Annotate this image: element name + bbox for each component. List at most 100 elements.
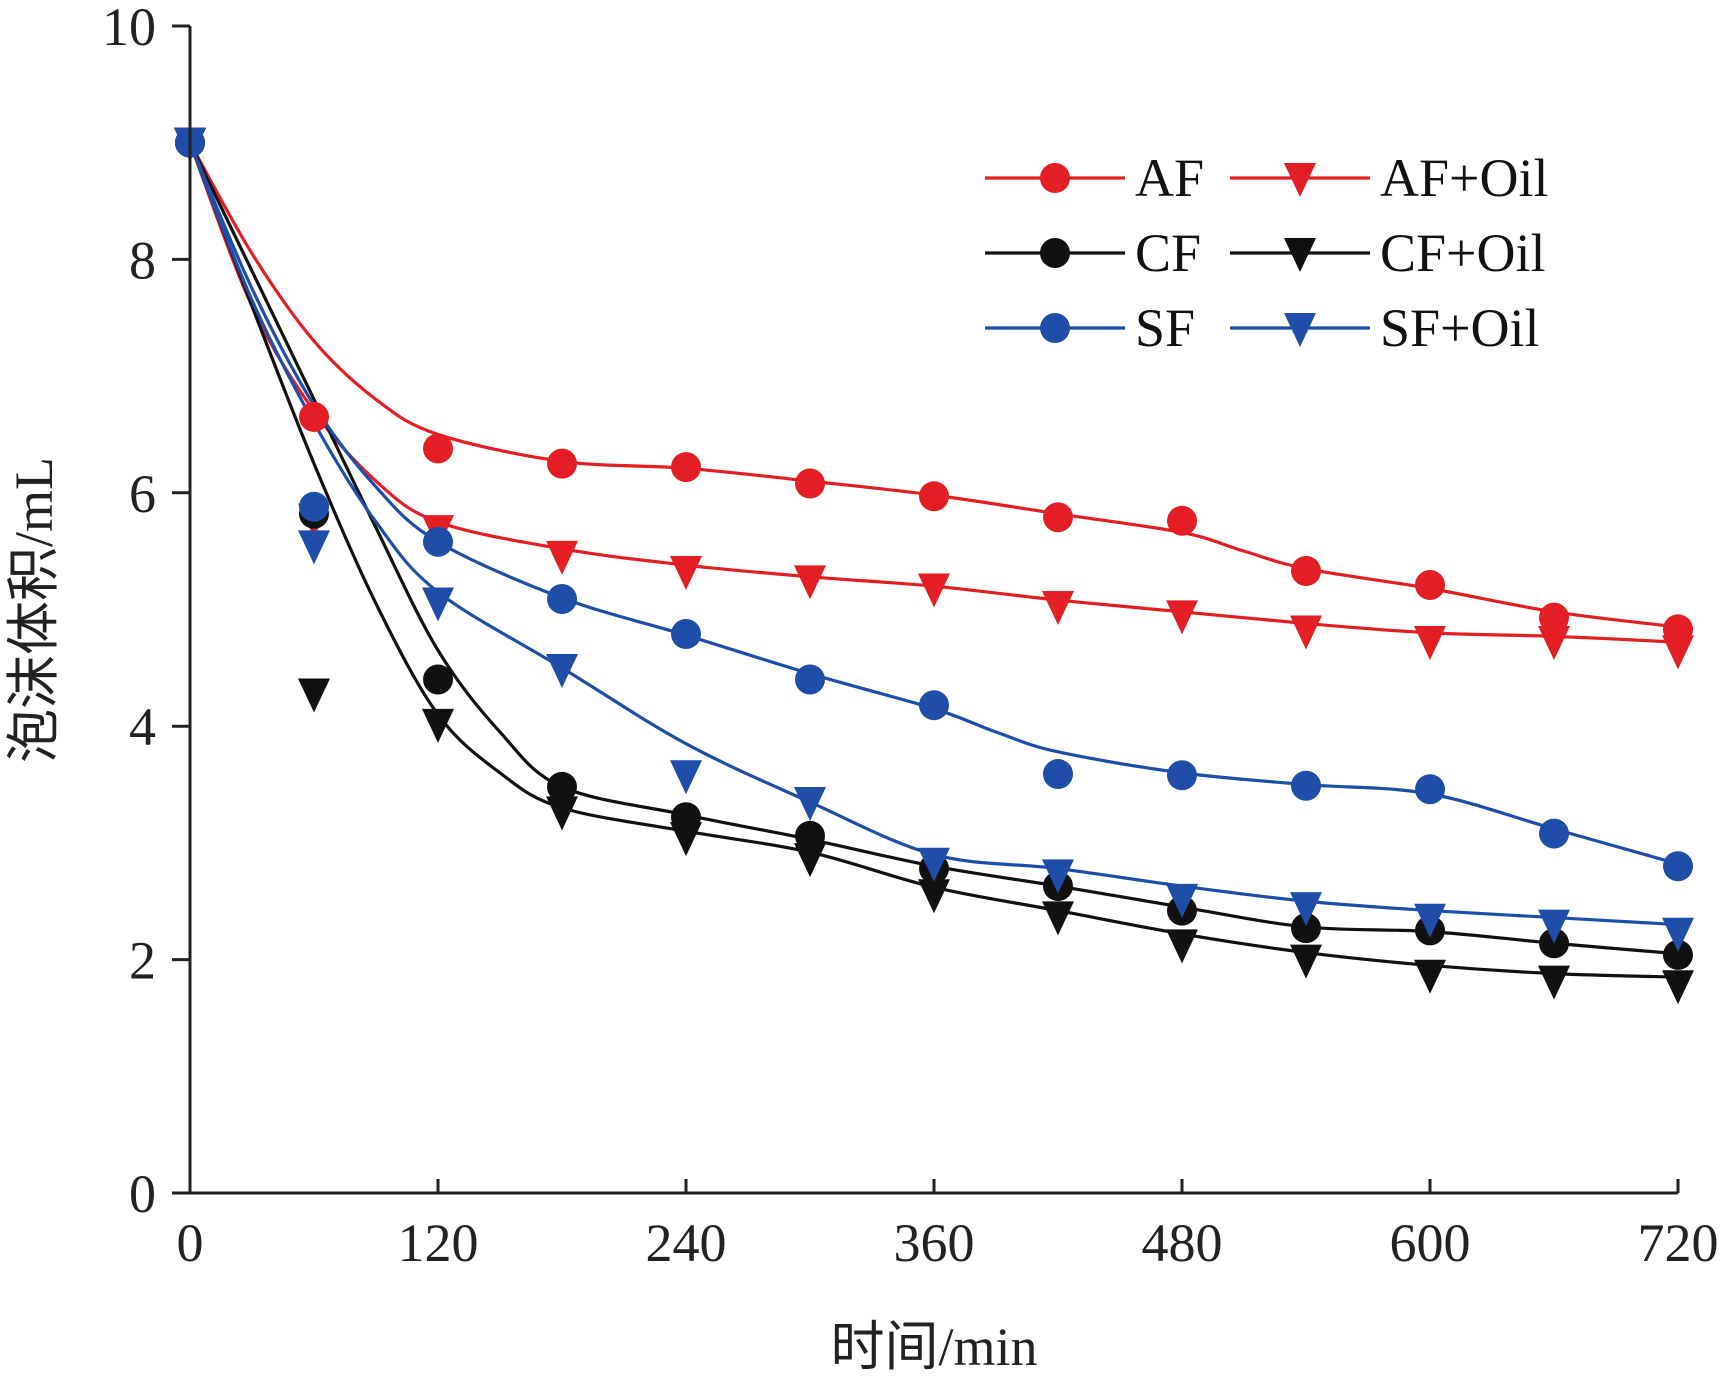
data-point-cf-plus-oil xyxy=(1414,959,1446,994)
legend-label: SF+Oil xyxy=(1380,298,1540,358)
y-tick-label: 0 xyxy=(129,1164,156,1224)
fit-curve-af xyxy=(188,141,1680,629)
data-point-sf xyxy=(299,491,329,522)
x-tick-label: 480 xyxy=(1142,1213,1223,1273)
data-point-af xyxy=(299,401,329,432)
data-point-af xyxy=(1291,555,1321,586)
data-point-sf xyxy=(1291,770,1321,801)
x-axis-title: 时间/min xyxy=(830,1317,1037,1377)
data-point-af xyxy=(1415,569,1445,600)
data-point-sf xyxy=(1043,759,1073,790)
data-point-cf xyxy=(1663,939,1693,970)
x-tick-label: 120 xyxy=(398,1213,479,1273)
legend-entry-sf-plus-oil: SF+Oil xyxy=(1230,298,1540,358)
data-point-af-plus-oil xyxy=(1042,590,1074,625)
y-tick-label: 6 xyxy=(129,464,156,524)
data-point-sf xyxy=(1539,818,1569,849)
data-point-af xyxy=(671,452,701,483)
data-point-sf-plus-oil xyxy=(1414,903,1446,938)
data-point-sf-plus-oil xyxy=(918,847,950,882)
legend-marker xyxy=(1284,313,1316,347)
data-point-af-plus-oil xyxy=(918,573,950,608)
data-point-sf-plus-oil xyxy=(1290,892,1322,927)
data-point-cf-plus-oil xyxy=(670,822,702,857)
data-point-cf-plus-oil xyxy=(794,843,826,878)
x-tick-label: 720 xyxy=(1638,1213,1719,1273)
fit-curve-cf-plus-oil xyxy=(188,141,1680,979)
data-point-sf xyxy=(795,664,825,695)
plot-area: 0 120 240 360 480 600 720 0 2 4 6 8 10 xyxy=(102,0,1719,1273)
y-tick-label: 2 xyxy=(129,931,156,991)
data-point-cf-plus-oil xyxy=(546,796,578,831)
data-point-sf-plus-oil xyxy=(1042,859,1074,894)
data-point-af xyxy=(1539,602,1569,633)
data-point-af xyxy=(1043,502,1073,533)
legend-entry-cf-plus-oil: CF+Oil xyxy=(1230,223,1546,283)
data-point-sf-plus-oil xyxy=(794,787,826,822)
legend-label: CF xyxy=(1135,223,1201,283)
legend-marker xyxy=(1284,163,1316,197)
data-point-sf xyxy=(1167,760,1197,791)
data-point-sf-plus-oil xyxy=(1166,883,1198,918)
legend-entry-af-plus-oil: AF+Oil xyxy=(1230,148,1549,208)
legend-entry-cf: CF xyxy=(985,223,1201,283)
data-point-cf-plus-oil xyxy=(422,708,454,743)
data-point-sf xyxy=(423,526,453,557)
y-tick-label: 10 xyxy=(102,0,156,57)
data-point-sf-plus-oil xyxy=(546,654,578,689)
data-point-sf xyxy=(1415,774,1445,805)
data-point-af-plus-oil xyxy=(1166,600,1198,635)
data-point-af-plus-oil xyxy=(1538,626,1570,661)
data-point-sf xyxy=(547,583,577,614)
data-point-cf-plus-oil xyxy=(1538,965,1570,1000)
data-point-cf-plus-oil xyxy=(298,678,330,713)
data-point-sf xyxy=(1663,851,1693,882)
data-point-af xyxy=(795,468,825,499)
legend-entry-sf: SF xyxy=(985,298,1195,358)
x-tick-label: 360 xyxy=(894,1213,975,1273)
data-point-sf-plus-oil xyxy=(298,530,330,565)
data-point-cf-plus-oil xyxy=(1662,970,1694,1005)
data-point-af xyxy=(919,481,949,512)
x-tick-label: 0 xyxy=(177,1213,204,1273)
legend-label: CF+Oil xyxy=(1380,223,1546,283)
data-point-af-plus-oil xyxy=(670,555,702,590)
data-point-cf-plus-oil xyxy=(1290,944,1322,979)
data-point-cf-plus-oil xyxy=(918,879,950,914)
legend-entry-af: AF xyxy=(985,148,1204,208)
data-point-af xyxy=(1167,505,1197,536)
x-tick-label: 600 xyxy=(1390,1213,1471,1273)
data-point-sf-plus-oil xyxy=(1538,909,1570,944)
legend-label: AF+Oil xyxy=(1380,148,1549,208)
data-point-cf xyxy=(547,771,577,802)
data-point-sf xyxy=(919,690,949,721)
y-tick-label: 4 xyxy=(129,697,156,757)
data-point-af-plus-oil xyxy=(1414,626,1446,661)
data-point-cf-plus-oil xyxy=(1042,901,1074,936)
data-point-cf xyxy=(1291,913,1321,944)
fit-curve-cf xyxy=(188,141,1680,956)
legend-label: SF xyxy=(1135,298,1195,358)
data-point-af-plus-oil xyxy=(1290,615,1322,650)
data-point-sf-plus-oil xyxy=(1662,917,1694,952)
fit-curve-af-plus-oil xyxy=(188,141,1680,644)
data-point-af xyxy=(423,433,453,464)
y-axis-title: 泡沫体积/mL xyxy=(4,457,64,763)
data-point-cf-plus-oil xyxy=(1166,929,1198,964)
data-point-af xyxy=(547,448,577,479)
data-point-cf xyxy=(423,664,453,695)
data-point-af-plus-oil xyxy=(1662,635,1694,670)
x-tick-label: 240 xyxy=(646,1213,727,1273)
ticks: 0 120 240 360 480 600 720 0 2 4 6 8 10 xyxy=(102,0,1719,1273)
legend-label: AF xyxy=(1135,148,1204,208)
legend-marker xyxy=(1040,163,1070,193)
legend-marker xyxy=(1040,238,1070,268)
legend-marker xyxy=(1284,238,1316,272)
data-point-sf-plus-oil xyxy=(422,587,454,622)
fit-curve-sf xyxy=(188,141,1680,866)
data-point-sf xyxy=(671,619,701,650)
y-tick-label: 8 xyxy=(129,230,156,290)
data-markers xyxy=(174,127,1694,1005)
legend-marker xyxy=(1040,313,1070,343)
